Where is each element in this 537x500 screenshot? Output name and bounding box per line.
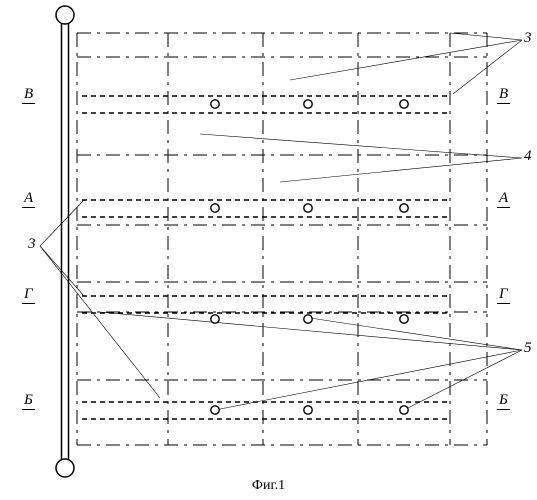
number-label-4: 4 xyxy=(524,148,532,165)
leader-line xyxy=(280,158,522,182)
leader-line xyxy=(200,134,522,158)
figure-caption: Фиг.1 xyxy=(0,478,537,494)
number-label-3: 3 xyxy=(28,236,36,253)
leader-line xyxy=(453,40,522,94)
data-point xyxy=(400,204,408,212)
section-label-left-Г: Г xyxy=(22,286,35,304)
section-label-right-Б: Б xyxy=(497,392,510,410)
leader-line xyxy=(40,246,160,398)
data-point xyxy=(400,406,408,414)
section-label-right-А: А xyxy=(497,190,510,208)
leader-line xyxy=(450,33,522,40)
data-point xyxy=(400,100,408,108)
data-point xyxy=(211,406,219,414)
number-label-3: 3 xyxy=(524,30,532,47)
data-point xyxy=(304,100,312,108)
section-label-right-В: В xyxy=(497,86,510,104)
data-point xyxy=(211,100,219,108)
data-point xyxy=(211,315,219,323)
data-point xyxy=(211,204,219,212)
data-point xyxy=(304,315,312,323)
rod-end xyxy=(56,459,74,477)
data-point xyxy=(400,315,408,323)
section-label-left-В: В xyxy=(22,86,35,104)
section-label-left-А: А xyxy=(22,190,35,208)
data-point xyxy=(304,406,312,414)
rod-end xyxy=(56,6,74,24)
figure-svg xyxy=(0,0,537,500)
section-label-right-Г: Г xyxy=(497,286,510,304)
number-label-5: 5 xyxy=(524,340,532,357)
section-label-left-Б: Б xyxy=(22,392,35,410)
data-point xyxy=(304,204,312,212)
caption-text: Фиг.1 xyxy=(252,478,285,493)
